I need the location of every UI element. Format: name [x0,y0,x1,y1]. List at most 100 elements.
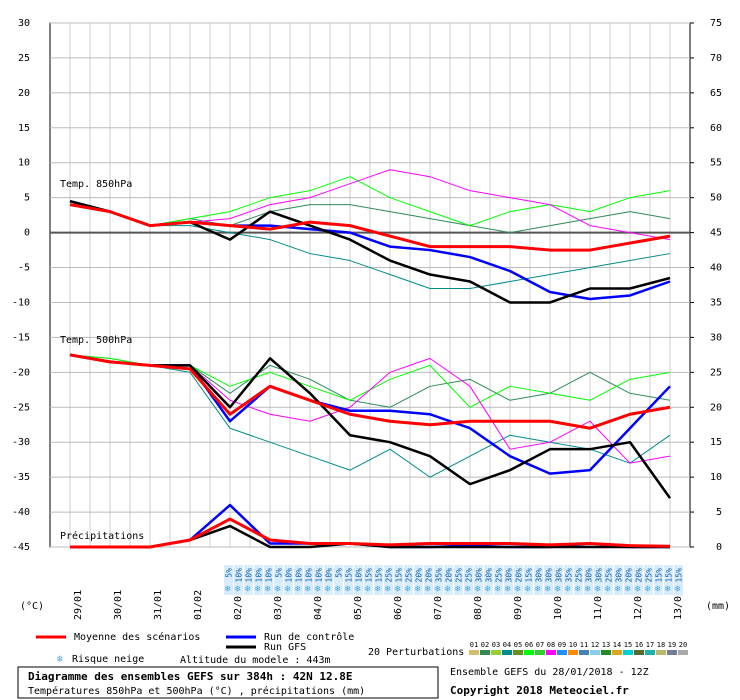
perturbation-swatch [480,650,490,655]
perturbation-swatch [513,650,523,655]
snow-box [654,565,663,595]
y-tick-label: -15 [12,332,30,343]
snow-risk-label: 30% [615,568,624,583]
y-tick-label: 5 [24,193,30,204]
snow-icon: ❄ [57,654,64,665]
snow-risk-label: 15% [525,568,534,583]
snow-icon: ❄ [395,585,401,595]
snow-box [644,565,653,595]
snow-risk-label: 25% [645,568,654,583]
perturbation-number: 07 [536,641,544,649]
perturbation-number: 13 [602,641,610,649]
snow-box [524,565,533,595]
perturbation-swatch [656,650,666,655]
snow-box [464,565,473,595]
y-axis-label: (°C) [20,601,44,612]
perturbation-swatch [601,650,611,655]
y-tick-label: -5 [18,263,30,274]
snow-box [634,565,643,595]
perturbation-swatch [667,650,677,655]
snow-icon: ❄ [255,585,261,595]
plot [49,22,691,549]
snow-box [664,565,673,595]
perturbation-swatch [590,650,600,655]
perturbation-swatch [491,650,501,655]
snow-risk-label: 10% [295,568,304,583]
snow-box [274,565,283,595]
snow-icon: ❄ [555,585,561,595]
snow-risk-label: 10% [355,568,364,583]
snow-icon: ❄ [575,585,581,595]
snow-risk-label: 10% [265,568,274,583]
snow-icon: ❄ [325,585,331,595]
x-tick-label: 07/02 [433,590,444,620]
snow-box [334,565,343,595]
perturbation-swatch [557,650,567,655]
y2-tick-label: 65 [710,88,722,99]
snow-icon: ❄ [425,585,431,595]
perturbation-swatch [579,650,589,655]
y2-tick-label: 60 [710,123,722,134]
snow-icon: ❄ [315,585,321,595]
snow-icon: ❄ [655,585,661,595]
snow-risk-label: 10% [245,568,254,583]
snow-icon: ❄ [275,585,281,595]
snow-risk-label: 25% [465,568,474,583]
snow-risk-label: 5% [335,568,344,578]
series-line [69,203,671,252]
snow-box [294,565,303,595]
snow-box [454,565,463,595]
snow-icon: ❄ [505,585,511,595]
y2-tick-label: 45 [710,228,722,239]
snow-risk-label: 5% [275,568,284,578]
altitude: Altitude du modele : 443m [180,655,331,666]
y2-tick-label: 55 [710,158,722,169]
snow-box [484,565,493,595]
snow-risk-label: 30% [545,568,554,583]
snow-icon: ❄ [295,585,301,595]
perturbation-swatch [469,650,479,655]
y2-tick-label: 5 [716,507,722,518]
perturbation-swatch [535,650,545,655]
snow-icon: ❄ [335,585,341,595]
snow-box [244,565,253,595]
y2-axis-label: (mm) [706,601,730,612]
x-tick-label: 04/02 [313,590,324,620]
snow-risk-label: 10% [325,568,334,583]
snow-box [354,565,363,595]
perturbation-swatch [612,650,622,655]
perturbation-number: 14 [613,641,621,649]
perturbation-number: 16 [635,641,643,649]
snow-icon: ❄ [305,585,311,595]
y-tick-label: -35 [12,472,30,483]
snow-icon: ❄ [545,585,551,595]
snow-box [254,565,263,595]
snow-box [404,565,413,595]
y-tick-label: -25 [12,402,30,413]
snow-icon: ❄ [595,585,601,595]
snow-risk-label: 25% [455,568,464,583]
snow-icon: ❄ [485,585,491,595]
snow-box [284,565,293,595]
snow-box [224,565,233,595]
perturbation-number: 02 [481,641,489,649]
panel-label: Temp. 500hPa [60,335,132,346]
snow-box [364,565,373,595]
series-line [69,353,671,430]
snow-icon: ❄ [355,585,361,595]
snow-icon: ❄ [445,585,451,595]
perturbation-number: 19 [668,641,676,649]
y2-tick-label: 25 [710,367,722,378]
snow-risk-label: 10% [305,568,314,583]
snow-risk-label: 15% [365,568,374,583]
perturbation-number: 12 [591,641,599,649]
perturbation-swatch [645,650,655,655]
y2-tick-label: 35 [710,297,722,308]
perturbation-swatch [678,650,688,655]
snow-icon: ❄ [385,585,391,595]
panel-label: Temp. 850hPa [60,179,132,190]
perturbation-number: 09 [558,641,566,649]
series-line [69,176,671,227]
y2-tick-label: 15 [710,437,722,448]
title: Diagramme des ensembles GEFS sur 384h : … [28,670,353,683]
